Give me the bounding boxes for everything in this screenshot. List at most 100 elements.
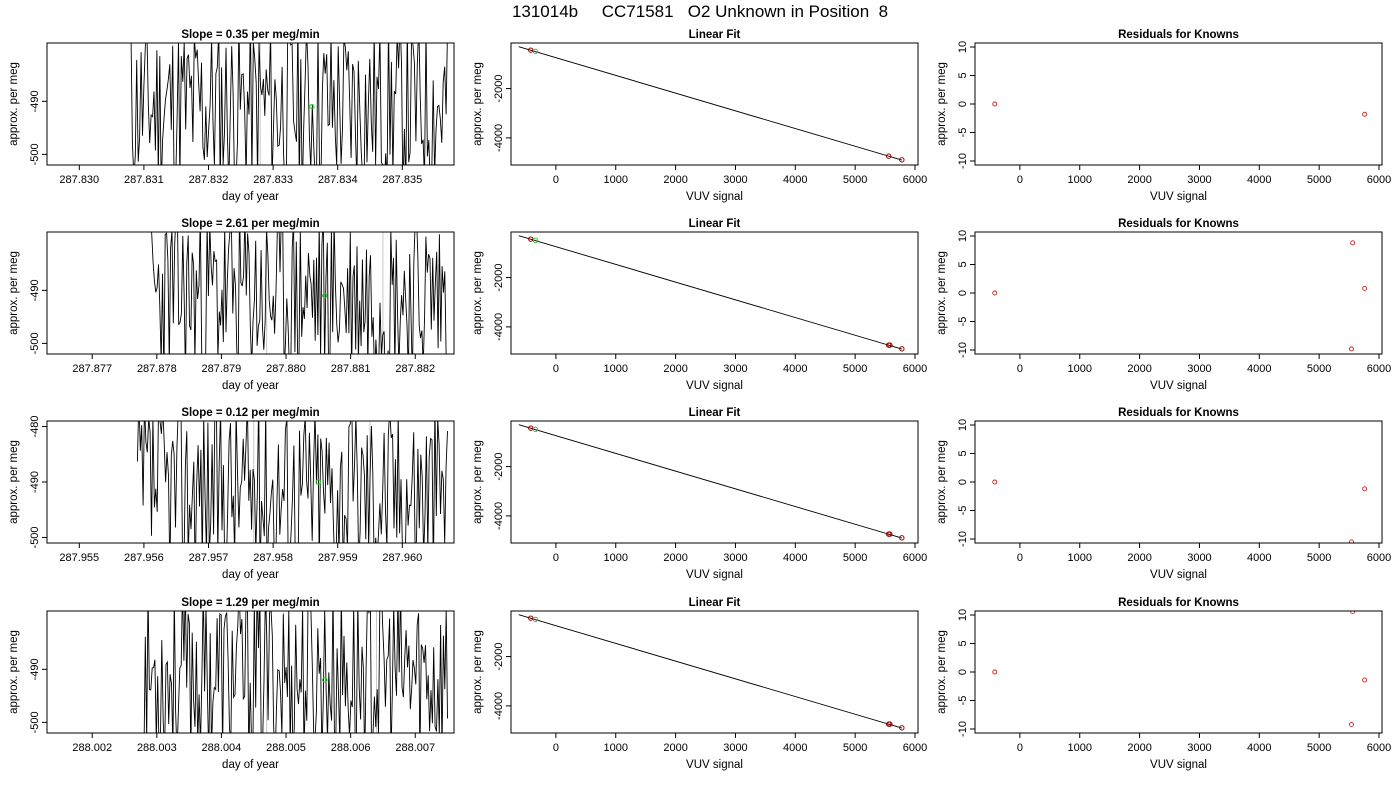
mean-point — [322, 292, 328, 299]
residual-point — [1349, 721, 1354, 727]
fit-line — [518, 46, 902, 161]
known-point — [885, 153, 892, 159]
known-point — [887, 531, 893, 537]
x-tick-label: 4000 — [783, 363, 807, 375]
x-axis-label: VUV signal — [686, 759, 743, 771]
y-tick-label: -10 — [957, 721, 969, 737]
residual-point — [1349, 539, 1354, 543]
y-axis-label: approx. per meg — [8, 630, 20, 714]
residual-point — [1362, 285, 1368, 291]
x-tick-label: 3000 — [1187, 742, 1211, 754]
x-tick-label: 288.004 — [202, 742, 242, 754]
residual-point — [1362, 111, 1368, 117]
y-tick-label: 0 — [957, 479, 969, 485]
y-tick-label: -10 — [957, 153, 969, 169]
x-tick-label: 288.007 — [395, 742, 435, 754]
x-tick-label: 3000 — [1187, 174, 1211, 186]
x-axis-label: day of year — [222, 759, 279, 771]
x-tick-label: 0 — [553, 363, 559, 375]
residual-point — [992, 290, 998, 296]
x-tick-label: 5000 — [843, 742, 867, 754]
panel-title: Slope = 1.29 per meg/min — [181, 597, 319, 609]
y-axis-label: approx. per meg — [472, 440, 484, 524]
plot-area — [151, 232, 447, 354]
x-tick-label: 1000 — [1068, 174, 1092, 186]
x-tick-label: 1000 — [604, 742, 628, 754]
y-tick-label: 5 — [957, 450, 969, 456]
x-tick-label: 0 — [553, 174, 559, 186]
y-tick-label: -500 — [29, 332, 41, 354]
x-tick-label: 288.003 — [137, 742, 177, 754]
plot-frame — [46, 42, 455, 166]
y-tick-label: 10 — [957, 230, 969, 242]
panel-3-3: Residuals for Knowns 0 1000 2000 3000 4000 500… — [936, 407, 1391, 581]
figure-title: 131014b CC71581 O2 Unknown in Position 8 — [511, 2, 889, 21]
y-axis-label: approx. per meg — [8, 440, 20, 524]
x-tick-label: 3000 — [723, 174, 747, 186]
unknown-point — [532, 426, 539, 433]
unknown-point — [532, 48, 539, 55]
x-axis-label: VUV signal — [1150, 380, 1207, 392]
x-tick-label: 6000 — [903, 174, 927, 186]
x-tick-label: 2000 — [663, 742, 687, 754]
signal-trace — [130, 43, 448, 165]
x-axis-label: day of year — [222, 569, 279, 581]
y-axis-label: approx. per meg — [936, 630, 948, 714]
y-tick-label: -4000 — [493, 124, 505, 152]
residual-point — [992, 669, 998, 675]
x-tick-label: 2000 — [663, 174, 687, 186]
y-tick-label: -500 — [29, 526, 41, 548]
plot-frame — [510, 231, 919, 355]
residual-point — [1362, 677, 1368, 683]
panel-title: Residuals for Knowns — [1118, 29, 1239, 41]
panel-4-2: Linear Fit 0 1000 2000 3000 4000 5000 6000 -2000… — [472, 597, 927, 771]
x-tick-label: 2000 — [1127, 742, 1151, 754]
residual-point — [1349, 346, 1354, 352]
known-point — [887, 721, 893, 727]
x-tick-label: 287.881 — [331, 363, 371, 375]
x-tick-label: 6000 — [1367, 174, 1391, 186]
residual-point — [992, 479, 998, 485]
x-tick-label: 1000 — [604, 363, 628, 375]
residual-point — [1350, 611, 1356, 615]
y-tick-label: -490 — [29, 90, 41, 112]
y-axis-label: approx. per meg — [936, 440, 948, 524]
x-tick-label: 4000 — [1247, 552, 1271, 564]
x-tick-label: 287.834 — [318, 174, 358, 186]
x-tick-label: 5000 — [843, 363, 867, 375]
mean-point — [322, 677, 328, 683]
y-tick-label: -490 — [29, 471, 41, 493]
x-tick-label: 4000 — [783, 742, 807, 754]
x-tick-label: 287.955 — [59, 552, 99, 564]
x-tick-label: 2000 — [663, 363, 687, 375]
panel-2-3: Residuals for Knowns 0 1000 2000 3000 4000 500… — [936, 218, 1391, 392]
residual-point — [1362, 486, 1368, 492]
x-tick-label: 6000 — [1367, 552, 1391, 564]
y-tick-label: -2000 — [493, 264, 505, 292]
x-tick-label: 287.832 — [189, 174, 229, 186]
fit-line — [518, 235, 902, 350]
unknown-point — [532, 237, 539, 244]
panel-title: Linear Fit — [689, 407, 741, 419]
x-tick-label: 4000 — [783, 174, 807, 186]
x-tick-label: 2000 — [1127, 552, 1151, 564]
panel-1-2: Linear Fit 0 1000 2000 3000 4000 5000 6000 -2000… — [472, 29, 927, 203]
y-tick-label: -500 — [29, 711, 41, 733]
plot-frame — [974, 420, 1383, 544]
x-tick-label: 5000 — [1307, 552, 1331, 564]
plot-frame — [510, 610, 919, 734]
plot-frame — [46, 231, 455, 355]
x-axis-label: day of year — [222, 380, 279, 392]
x-tick-label: 287.835 — [382, 174, 422, 186]
y-axis-label: approx. per meg — [936, 251, 948, 335]
y-tick-label: -500 — [29, 143, 41, 165]
known-point — [528, 615, 534, 621]
panel-3-2: Linear Fit 0 1000 2000 3000 4000 5000 6000 -2000… — [472, 407, 927, 581]
plot-frame — [974, 231, 1383, 355]
plot-frame — [974, 42, 1383, 166]
x-tick-label: 287.956 — [124, 552, 164, 564]
x-tick-label: 287.830 — [59, 174, 99, 186]
x-tick-label: 287.878 — [137, 363, 177, 375]
y-axis-label: approx. per meg — [8, 62, 20, 146]
x-tick-label: 5000 — [843, 552, 867, 564]
